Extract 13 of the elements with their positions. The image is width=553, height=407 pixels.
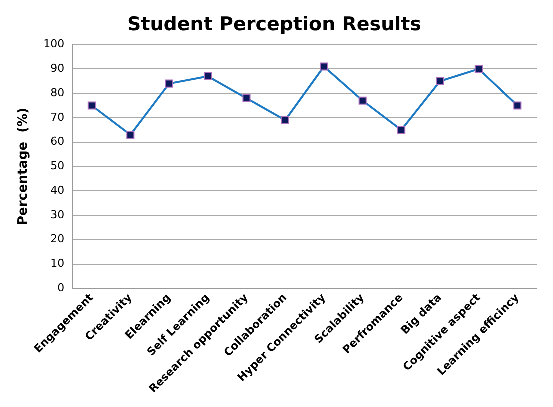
y-axis-title: Percentage (%) bbox=[16, 108, 32, 226]
y-tick-label: 90 bbox=[50, 62, 65, 76]
y-tick-label: 80 bbox=[50, 86, 65, 100]
y-tick-label: 40 bbox=[50, 184, 65, 197]
y-tick-label: 60 bbox=[50, 135, 65, 148]
y-tick-label: 70 bbox=[50, 110, 65, 124]
y-tick-label: 100 bbox=[44, 38, 65, 51]
y-tick-label: 10 bbox=[50, 257, 65, 270]
y-tick-label: 30 bbox=[50, 208, 65, 222]
y-tick-label: 20 bbox=[50, 232, 65, 246]
y-tick-label: 50 bbox=[50, 160, 65, 173]
y-tick-label: 0 bbox=[58, 282, 65, 295]
chart-title: Student Perception Results bbox=[128, 13, 422, 36]
